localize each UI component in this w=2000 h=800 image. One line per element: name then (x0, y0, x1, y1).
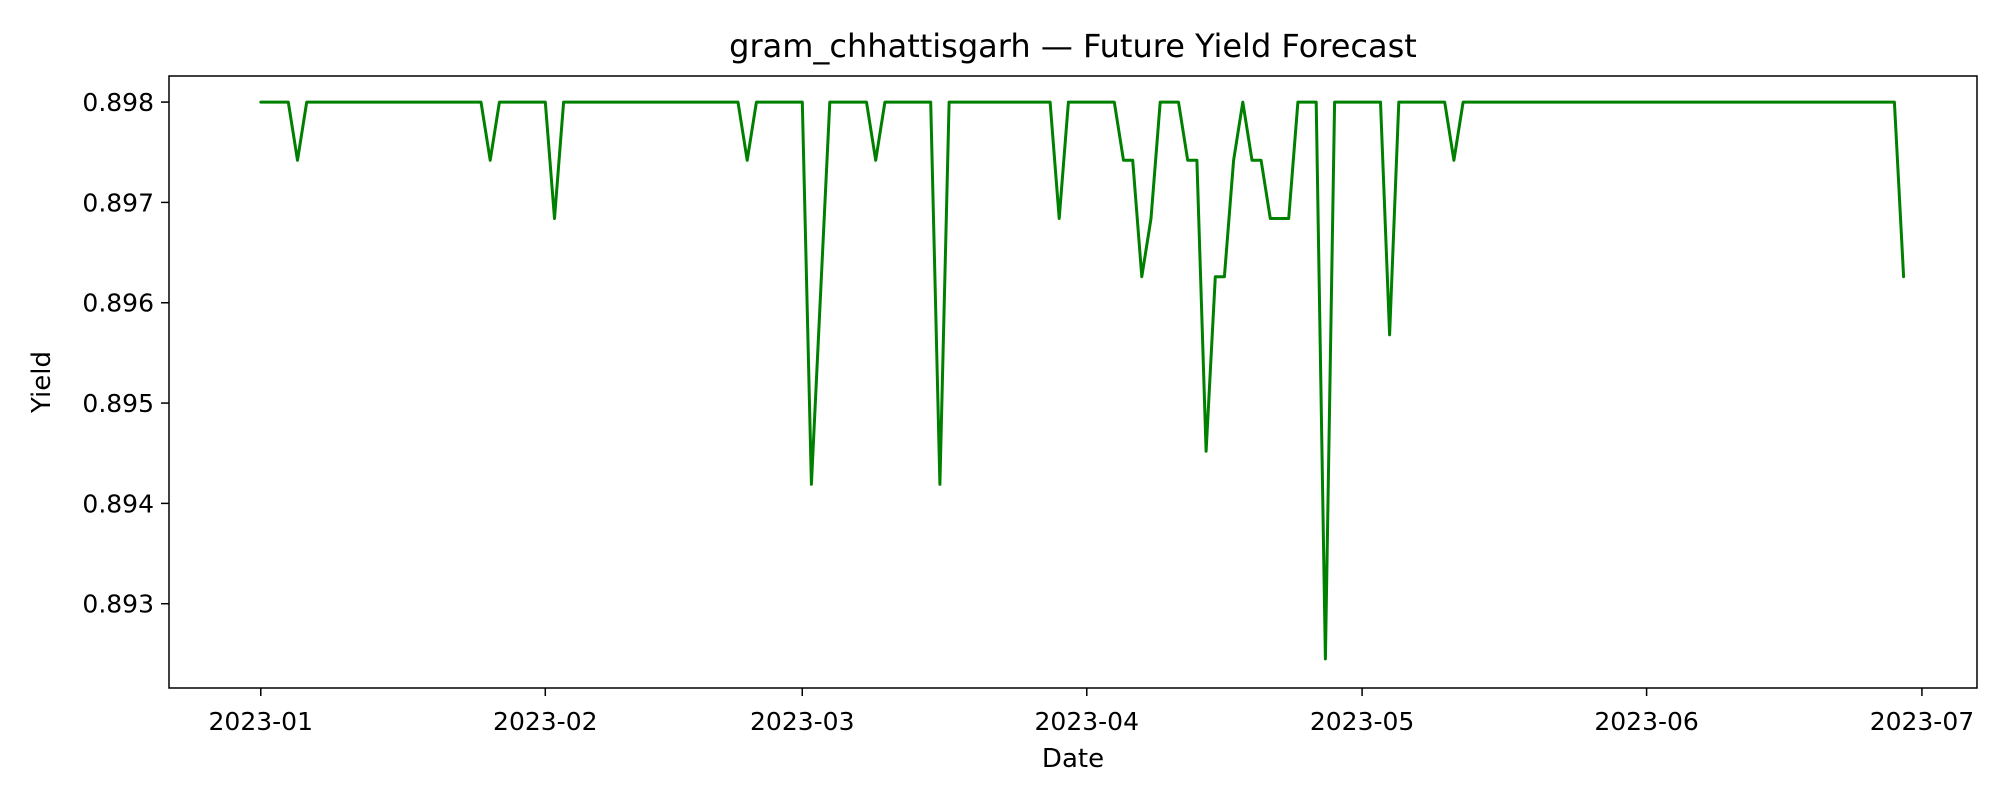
y-axis-label: Yield (27, 351, 57, 414)
y-tick-label: 0.897 (82, 188, 154, 217)
x-tick-label: 2023-01 (209, 707, 313, 736)
x-tick-label: 2023-04 (1035, 707, 1139, 736)
y-tick-label: 0.898 (82, 88, 154, 117)
chart-title: gram_chhattisgarh — Future Yield Forecas… (729, 27, 1417, 65)
x-axis-label: Date (1042, 744, 1104, 774)
y-tick-label: 0.893 (82, 590, 154, 619)
y-tick-label: 0.895 (82, 389, 154, 418)
y-axis-ticks: 0.893 0.894 0.895 0.896 0.897 0.898 (82, 88, 169, 619)
x-tick-label: 2023-03 (750, 707, 854, 736)
series-line-yield (259, 100, 1906, 661)
x-tick-label: 2023-07 (1870, 707, 1974, 736)
x-axis-ticks: 2023-01 2023-02 2023-03 2023-04 2023-05 2023-… (209, 688, 1974, 736)
x-tick-label: 2023-05 (1310, 707, 1414, 736)
x-tick-label: 2023-06 (1594, 707, 1698, 736)
y-tick-label: 0.896 (82, 289, 154, 318)
y-tick-label: 0.894 (82, 489, 154, 518)
x-tick-label: 2023-02 (493, 707, 597, 736)
plot-frame (168, 75, 1978, 689)
